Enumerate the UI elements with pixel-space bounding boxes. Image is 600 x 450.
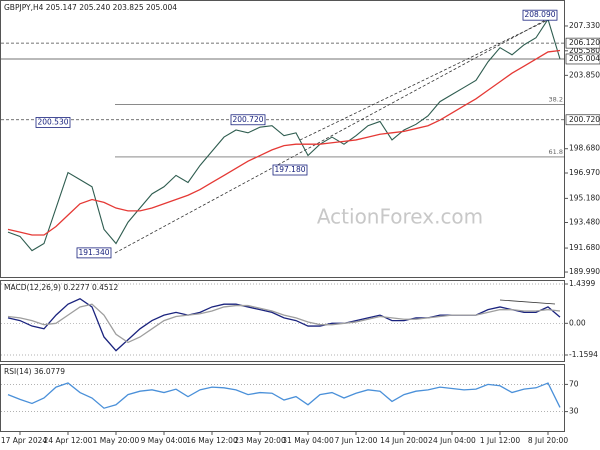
panel-title: MACD(12,26,9) 0.2277 0.4512 xyxy=(4,283,118,292)
x-tick-label: 24 Jun 04:00 xyxy=(428,436,476,445)
macd-panel xyxy=(0,280,565,362)
price-tag xyxy=(565,114,600,126)
y-tick-label: 0.00 xyxy=(569,318,586,327)
annotation-box xyxy=(76,247,112,259)
price-tag-label: 205.004 xyxy=(569,54,600,63)
y-tick-label: 195.180 xyxy=(569,193,600,202)
y-tick-label: 70 xyxy=(569,379,579,388)
annotation-label: 191.340 xyxy=(78,248,109,257)
panel-title: RSI(14) 36.0779 xyxy=(4,367,65,376)
x-tick-label: 9 May 04:00 xyxy=(141,436,188,445)
trend-channel-upper xyxy=(299,17,553,141)
macd-divergence-line xyxy=(499,299,556,305)
annotation-label: 197.180 xyxy=(274,165,305,174)
y-tick-label: 203.850 xyxy=(569,70,600,79)
trend-channel-lower xyxy=(114,15,554,254)
panel-title: GBPJPY,H4 205.147 205.240 203.825 205.00… xyxy=(4,3,177,12)
y-tick-label: 191.680 xyxy=(569,243,600,252)
series-line xyxy=(7,303,561,344)
y-tick-label: -1.1594 xyxy=(569,350,598,359)
rsi-panel xyxy=(0,364,565,432)
fib-label: 61.8 xyxy=(549,148,563,156)
y-tick-label: 196.970 xyxy=(569,168,600,177)
x-tick-label: 8 Jul 20:00 xyxy=(528,436,568,445)
y-tick-label: 189.990 xyxy=(569,267,600,276)
y-tick-label: 205.580 xyxy=(569,46,600,55)
x-tick-label: 7 Jun 12:00 xyxy=(335,436,378,445)
annotation-box xyxy=(522,9,558,21)
x-tick-label: 1 Jul 12:00 xyxy=(480,436,520,445)
x-tick-label: 14 Jun 20:00 xyxy=(380,436,428,445)
price-tag-label: 206.120 xyxy=(569,38,600,47)
series-line xyxy=(7,382,561,409)
series-line xyxy=(7,18,561,252)
annotation-box xyxy=(272,164,308,176)
x-tick-label: 31 May 04:00 xyxy=(282,436,334,445)
annotation-label: 200.530 xyxy=(37,117,68,126)
price-tag xyxy=(565,53,600,65)
price-tag xyxy=(565,37,600,49)
x-tick-label: 17 Apr 2024 xyxy=(1,436,48,445)
price-tag-label: 200.720 xyxy=(569,115,600,124)
y-tick-label: 193.480 xyxy=(569,218,600,227)
price-panel xyxy=(0,0,565,278)
fib-label: 38.2 xyxy=(549,95,563,103)
y-tick-label: 198.680 xyxy=(569,144,600,153)
series-line xyxy=(7,297,561,352)
x-tick-label: 16 May 12:00 xyxy=(186,436,238,445)
annotation-label: 200.720 xyxy=(232,115,263,124)
x-tick-label: 24 Apr 12:00 xyxy=(44,436,93,445)
annotation-box xyxy=(230,114,266,126)
y-tick-label: 30 xyxy=(569,407,579,416)
watermark: ActionForex.com xyxy=(317,205,483,229)
y-tick-label: 1.4399 xyxy=(569,279,595,288)
x-tick-label: 1 May 20:00 xyxy=(93,436,140,445)
y-tick-label: 207.330 xyxy=(569,21,600,30)
annotation-box xyxy=(35,117,71,128)
series-line xyxy=(7,49,561,236)
annotation-label: 208.090 xyxy=(524,10,555,19)
x-tick-label: 23 May 20:00 xyxy=(234,436,286,445)
